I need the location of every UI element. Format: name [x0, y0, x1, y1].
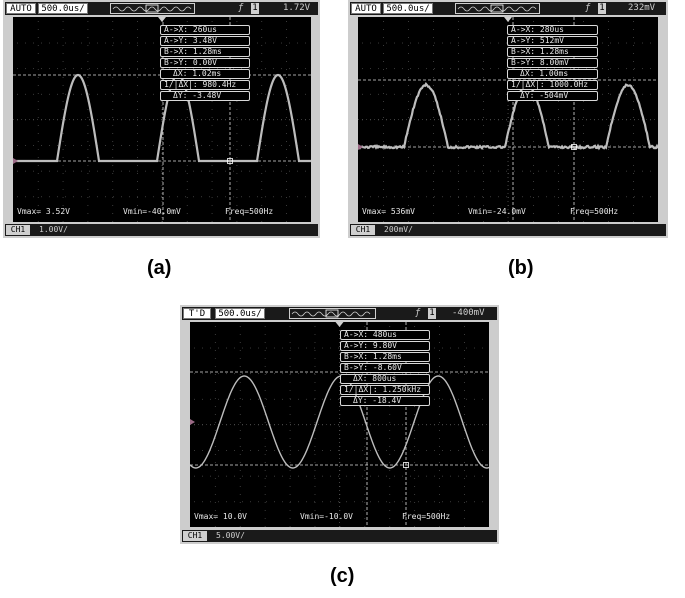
scope-b-bottombar: CH1 200mV/: [350, 224, 666, 236]
scope-b-cursor-dy: ΔY: -504mV: [507, 91, 598, 101]
scope-c-bottombar: CH1 5.00V/: [182, 530, 497, 542]
scope-c-channel1-icon: CH1: [183, 531, 207, 541]
scope-c-wave-icon: [291, 309, 371, 318]
scope-b-trigger-edge-icon: ƒ: [585, 3, 591, 13]
scope-a-channel1-icon: 1: [251, 3, 259, 14]
scope-a-vmax: Vmax= 3.52V: [17, 207, 70, 216]
scope-b-wave-icon: [457, 4, 537, 13]
scope-a-trigger-position-bar: [110, 3, 195, 14]
scope-a-topbar: AUTO 500.0us/ ƒ 1 1.72V: [5, 2, 318, 15]
scope-b-vmax: Vmax= 536mV: [362, 207, 415, 216]
scope-a-cursor-bx: B->X: 1.28ms: [160, 47, 250, 57]
scope-b-graticule: [358, 17, 658, 222]
scope-a-channel1-icon: CH1: [6, 225, 30, 235]
scope-a-ground-marker-icon: [13, 158, 18, 164]
scope-a-channel-scale: 1.00V/: [39, 225, 68, 234]
scope-a-freq: Freq=500Hz: [225, 207, 274, 216]
scope-c-freq: Freq=500Hz: [402, 512, 451, 521]
scope-c-topbar: T'D 500.0us/ ƒ 1 -400mV: [182, 307, 497, 320]
scope-c-timebase: 500.0us/: [215, 308, 265, 319]
scope-c-ground-marker-icon: [190, 419, 195, 425]
caption-c: (c): [330, 565, 355, 587]
scope-b-channel-scale: 200mV/: [384, 225, 413, 234]
scope-c-cursor-bx: B->X: 1.28ms: [340, 352, 430, 362]
scope-a-cursor-by: B->Y: 0.00V: [160, 58, 250, 68]
scope-b: AUTO 500.0us/ ƒ 1 232mV A->X: 280us A->Y…: [348, 0, 668, 238]
scope-c-trigger-position-icon: [335, 322, 344, 327]
scope-b-vmin: Vmin=-24.0mV: [468, 207, 526, 216]
scope-a-wave-icon: [112, 4, 192, 13]
scope-b-cursor-b-marker: [571, 144, 577, 150]
scope-a-cursor-b-marker: [227, 158, 233, 164]
scope-c-grid: [194, 326, 483, 527]
scope-c-cursor-dx: ΔX: 800us: [340, 374, 430, 384]
scope-c-cursor-dy: ΔY: -18.4V: [340, 396, 430, 406]
scope-a-trigger-position-icon: [158, 17, 166, 22]
scope-b-cursor-bx: B->X: 1.28ms: [507, 47, 598, 57]
scope-a-grid: [17, 21, 306, 222]
scope-a-waveform: [13, 73, 311, 163]
scope-a-cursor-dx: ΔX: 1.02ms: [160, 69, 250, 79]
scope-c-trigger-mode: T'D: [183, 308, 211, 319]
scope-b-trigger-position-icon: [504, 17, 512, 22]
scope-c-waveform: [190, 375, 489, 469]
scope-a-trigger-mode: AUTO: [6, 3, 36, 14]
scope-a-bottombar: CH1 1.00V/: [5, 224, 318, 236]
scope-b-channel1-icon: CH1: [351, 225, 375, 235]
scope-a-trigger-level: 1.72V: [283, 3, 311, 13]
scope-a-cursor-dy: ΔY: -3.48V: [160, 91, 250, 101]
scope-b-trigger-position-bar: [455, 3, 540, 14]
scope-a-cursor-ay: A->Y: 3.48V: [160, 36, 250, 46]
scope-c-cursor-b-marker: [403, 462, 409, 468]
scope-c-screen: A->X: 480us A->Y: 9.80V B->X: 1.28ms B->…: [190, 322, 489, 527]
caption-b: (b): [508, 257, 534, 279]
scope-a-trigger-edge-icon: ƒ: [238, 3, 244, 13]
scope-a: AUTO 500.0us/ ƒ 1 1.72V A->X: 260us A->Y…: [3, 0, 320, 238]
scope-b-screen: A->X: 280us A->Y: 512mV B->X: 1.28ms B->…: [358, 17, 658, 222]
scope-a-cursor-freq: 1/|ΔX|: 980.4Hz: [160, 80, 250, 90]
scope-b-cursor-ay: A->Y: 512mV: [507, 36, 598, 46]
scope-a-timebase: 500.0us/: [38, 3, 88, 14]
scope-b-trigger-level: 232mV: [628, 3, 656, 13]
scope-b-cursor-dx: ΔX: 1.00ms: [507, 69, 598, 79]
scope-c-trigger-edge-icon: ƒ: [415, 308, 421, 318]
scope-b-cursor-freq: 1/|ΔX|: 1000.0Hz: [507, 80, 598, 90]
scope-c-cursor-ax: A->X: 480us: [340, 330, 430, 340]
scope-b-freq: Freq=500Hz: [570, 207, 619, 216]
scope-a-screen: A->X: 260us A->Y: 3.48V B->X: 1.28ms B->…: [13, 17, 311, 222]
scope-c: T'D 500.0us/ ƒ 1 -400mV A->X: 480us A->Y…: [180, 305, 499, 544]
caption-a: (a): [147, 257, 172, 279]
scope-b-cursor-by: B->Y: 8.00mV: [507, 58, 598, 68]
scope-c-cursor-ay: A->Y: 9.80V: [340, 341, 430, 351]
scope-c-trigger-position-bar: [289, 308, 376, 319]
scope-b-timebase: 500.0us/: [383, 3, 433, 14]
scope-c-trigger-level: -400mV: [452, 308, 485, 318]
scope-b-topbar: AUTO 500.0us/ ƒ 1 232mV: [350, 2, 666, 15]
scope-b-channel1-icon: 1: [598, 3, 606, 14]
scope-b-ground-marker-icon: [358, 144, 363, 150]
scope-c-vmax: Vmax= 10.0V: [194, 512, 247, 521]
scope-c-vmin: Vmin=-10.0V: [300, 512, 353, 521]
scope-b-trigger-mode: AUTO: [351, 3, 381, 14]
scope-c-cursor-by: B->Y: -8.60V: [340, 363, 430, 373]
scope-a-cursor-ax: A->X: 260us: [160, 25, 250, 35]
scope-b-waveform: [358, 81, 658, 151]
scope-a-graticule: [13, 17, 311, 222]
scope-c-channel1-icon: 1: [428, 308, 436, 319]
scope-a-vmin: Vmin=-40.0mV: [123, 207, 181, 216]
scope-c-cursor-freq: 1/|ΔX|: 1.250kHz: [340, 385, 430, 395]
scope-c-channel-scale: 5.00V/: [216, 531, 245, 540]
scope-b-cursor-ax: A->X: 280us: [507, 25, 598, 35]
